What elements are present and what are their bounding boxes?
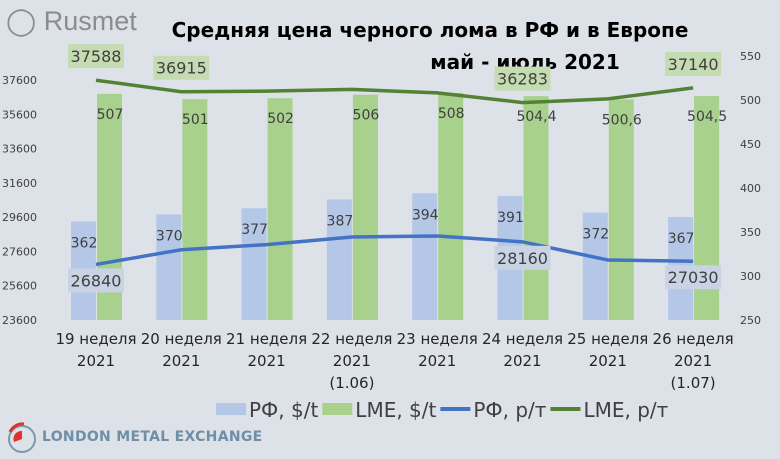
bar-rf [156, 214, 182, 320]
line-rf [95, 234, 694, 267]
line-label-box [494, 245, 551, 270]
rusmet-logo: ◯ Rusmet [6, 6, 137, 36]
x-axis-label: (1.06) [329, 374, 374, 392]
x-axis-label: 2021 [418, 352, 456, 370]
line-lme [95, 78, 694, 105]
bar-data-label: 367 [668, 231, 695, 247]
legend-label: РФ, р/т [473, 398, 546, 422]
bar-data-label: 504,5 [687, 109, 727, 125]
bar-data-label: 370 [156, 228, 183, 244]
line-data-label: 37140 [668, 55, 719, 74]
x-axis-label: 2021 [503, 352, 541, 370]
legend-swatch [322, 403, 353, 415]
legend-swatch [216, 403, 246, 415]
line-label-box [68, 268, 124, 293]
line-label-box [665, 51, 722, 76]
legend-label: LME, р/т [583, 398, 668, 422]
legend-label: РФ, $/t [249, 398, 318, 422]
x-axis-label: 2021 [674, 352, 712, 370]
bar-data-label: 394 [412, 207, 439, 223]
x-axis-label: 19 неделя [55, 330, 136, 348]
line-label-box [494, 66, 551, 91]
bar-lme [182, 99, 208, 321]
bar-data-label: 377 [241, 222, 268, 238]
bar-data-label: 387 [327, 213, 354, 229]
line-data-label: 27030 [668, 268, 719, 287]
left-axis-tick: 29600 [2, 211, 37, 224]
bar-rf [241, 208, 267, 320]
right-axis-tick: 450 [740, 138, 761, 151]
bar-rf [326, 199, 352, 320]
bar-data-label: 507 [97, 107, 124, 123]
line-label-box [153, 55, 210, 80]
bar-rf [582, 212, 608, 320]
line-data-label: 26840 [71, 271, 122, 290]
right-axis-tick: 400 [740, 182, 761, 195]
right-axis-tick: 300 [740, 270, 761, 283]
x-axis-label: 21 неделя [226, 330, 307, 348]
x-axis-label: 26 неделя [653, 330, 734, 348]
x-axis-label: 2021 [248, 352, 286, 370]
bar-data-label: 362 [71, 235, 98, 251]
line-data-label: 36915 [156, 59, 207, 78]
bar-data-label: 508 [438, 106, 465, 122]
right-axis-tick: 250 [740, 314, 761, 327]
x-axis-label: 20 неделя [141, 330, 222, 348]
left-axis-tick: 35600 [2, 108, 37, 121]
logo-text: Rusmet [43, 6, 137, 36]
left-axis-tick: 33600 [2, 143, 37, 156]
line-data-label: 37588 [71, 47, 122, 66]
lme-logo-icon [8, 422, 36, 453]
x-axis-label: 25 неделя [567, 330, 648, 348]
bar-rf [412, 193, 438, 320]
line-data-label: 28160 [497, 249, 548, 268]
right-axis-tick: 500 [740, 94, 761, 107]
left-axis-tick: 23600 [2, 314, 37, 327]
left-axis-tick: 25600 [2, 280, 37, 293]
x-axis-label: 24 неделя [482, 330, 563, 348]
x-axis-label: 2021 [589, 352, 627, 370]
left-axis-tick: 37600 [2, 74, 37, 87]
legend-label: LME, $/t [355, 398, 436, 422]
x-axis-label: (1.07) [671, 374, 716, 392]
title-line1: Средняя цена черного лома в РФ и в Европ… [171, 18, 689, 42]
bar-data-label: 501 [182, 112, 209, 128]
x-axis-label: 2021 [162, 352, 200, 370]
bar-lme [267, 98, 293, 321]
right-axis-tick: 550 [740, 50, 761, 63]
bar-data-label: 504,4 [516, 109, 556, 125]
chart-title: Средняя цена черного лома в РФ и в Европ… [170, 14, 690, 78]
line-label-box [665, 265, 722, 290]
right-axis-tick: 350 [740, 226, 761, 239]
bar-data-label: 391 [497, 210, 524, 226]
bar-data-label: 506 [353, 108, 380, 124]
line-label-box [68, 44, 124, 69]
x-axis-label: 22 неделя [311, 330, 392, 348]
bar-lme [523, 96, 549, 321]
x-axis-label: 23 неделя [397, 330, 478, 348]
bar-data-label: 502 [267, 111, 294, 127]
left-axis-tick: 31600 [2, 177, 37, 190]
x-axis-label: 2021 [77, 352, 115, 370]
left-axis-tick: 27600 [2, 245, 37, 258]
bar-data-label: 500,6 [602, 112, 642, 128]
line-data-label: 36283 [497, 70, 548, 89]
bar-data-label: 372 [582, 227, 609, 243]
bar-lme [608, 99, 634, 320]
lme-logo-text: LONDON METAL EXCHANGE [42, 429, 263, 445]
x-axis-label: 2021 [333, 352, 371, 370]
bar-lme [438, 92, 464, 321]
bar-lme [352, 94, 378, 320]
